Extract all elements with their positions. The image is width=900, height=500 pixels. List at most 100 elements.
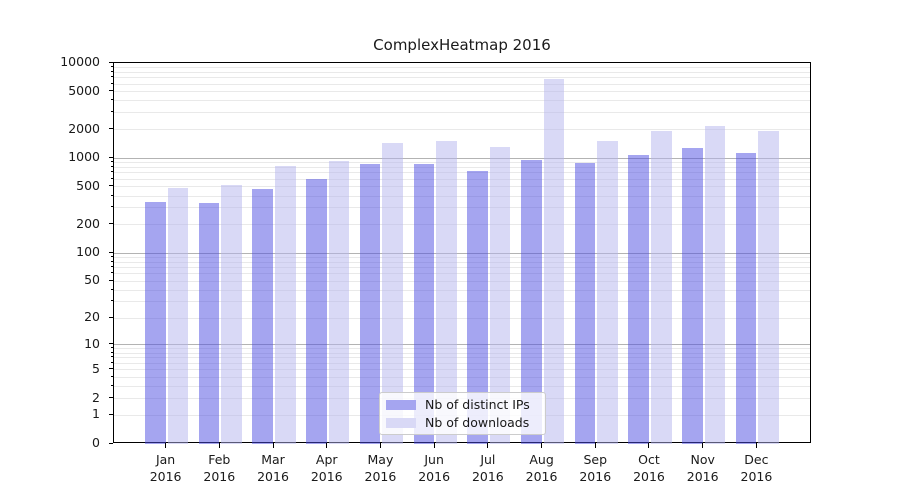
x-tick-label-jul: Jul 2016 xyxy=(471,452,504,484)
y-minor-tick-mark-8 xyxy=(111,351,113,353)
gridline-minor-8 xyxy=(114,352,810,354)
y-tick-mark-5 xyxy=(109,368,113,370)
gridline-minor-600 xyxy=(114,178,810,180)
gridline-minor-4 xyxy=(114,376,810,378)
y-minor-tick-mark-9 xyxy=(111,347,113,349)
y-tick-mark-2000 xyxy=(109,128,113,130)
x-tick-label-jan: Jan 2016 xyxy=(149,452,182,484)
y-tick-label-2: 2 xyxy=(92,389,100,405)
x-tick-mark-dec xyxy=(755,443,757,448)
bar-distinct-ips-jun xyxy=(413,164,435,444)
y-minor-tick-mark-30 xyxy=(111,300,113,302)
bar-distinct-ips-mar xyxy=(252,188,273,444)
x-tick-label-mar: Mar 2016 xyxy=(257,452,289,484)
y-tick-mark-500 xyxy=(109,185,113,187)
y-tick-label-50: 50 xyxy=(84,272,100,288)
x-tick-mark-jan xyxy=(165,443,167,448)
chart-title: ComplexHeatmap 2016 xyxy=(373,36,551,54)
y-tick-label-200: 200 xyxy=(76,215,100,231)
y-tick-label-10: 10 xyxy=(84,335,100,351)
x-tick-mark-aug xyxy=(541,443,543,448)
y-minor-tick-mark-700 xyxy=(111,171,113,173)
gridline-minor-5 xyxy=(114,369,810,371)
bar-downloads-oct xyxy=(650,130,672,444)
y-minor-tick-mark-90 xyxy=(111,255,113,257)
y-minor-tick-mark-400 xyxy=(111,194,113,196)
gridline-minor-5000 xyxy=(114,91,810,93)
y-minor-tick-mark-600 xyxy=(111,177,113,179)
y-tick-label-500: 500 xyxy=(76,177,100,193)
bar-distinct-ips-sep xyxy=(574,163,596,444)
bar-distinct-ips-aug xyxy=(520,160,542,444)
y-minor-tick-mark-3 xyxy=(111,385,113,387)
bar-downloads-may xyxy=(382,142,404,444)
y-tick-mark-2 xyxy=(109,397,113,399)
bar-distinct-ips-nov xyxy=(682,148,703,444)
y-tick-mark-0 xyxy=(109,442,113,444)
y-tick-mark-50 xyxy=(109,279,113,281)
gridline-minor-9000 xyxy=(114,66,810,68)
y-minor-tick-mark-6 xyxy=(111,362,113,363)
x-tick-label-may: May 2016 xyxy=(364,452,397,484)
gridline-minor-20 xyxy=(114,317,810,319)
y-minor-tick-mark-6000 xyxy=(111,82,113,84)
y-minor-tick-mark-80 xyxy=(111,260,113,262)
bar-downloads-jun xyxy=(436,141,457,444)
legend-entry-distinct-ips: Nb of distinct IPs xyxy=(386,397,539,412)
y-tick-label-10000: 10000 xyxy=(60,54,100,69)
x-tick-mark-may xyxy=(379,443,381,448)
y-tick-mark-1000 xyxy=(109,156,113,158)
bar-downloads-jan xyxy=(167,188,189,444)
x-tick-mark-feb xyxy=(218,443,220,448)
y-minor-tick-mark-300 xyxy=(111,206,113,208)
bar-downloads-aug xyxy=(543,78,565,444)
bar-downloads-jul xyxy=(489,147,511,444)
legend-swatch-distinct-ips xyxy=(386,399,416,410)
gridline-minor-40 xyxy=(114,289,810,291)
gridline-minor-9 xyxy=(114,348,810,350)
legend-label-distinct-ips: Nb of distinct IPs xyxy=(425,397,530,412)
gridline-minor-8000 xyxy=(114,71,810,73)
y-minor-tick-mark-4 xyxy=(111,375,113,377)
y-minor-tick-mark-7000 xyxy=(111,76,113,78)
y-minor-tick-mark-900 xyxy=(111,161,113,163)
bar-distinct-ips-feb xyxy=(198,203,220,444)
y-tick-label-20: 20 xyxy=(84,309,100,325)
x-tick-label-aug: Aug 2016 xyxy=(525,452,558,484)
bar-distinct-ips-jan xyxy=(145,202,166,444)
gridline-minor-80 xyxy=(114,261,810,263)
gridline-minor-3 xyxy=(114,386,810,388)
y-minor-tick-mark-800 xyxy=(111,165,113,167)
y-tick-label-2000: 2000 xyxy=(68,120,100,136)
y-tick-label-5: 5 xyxy=(92,360,100,376)
gridline-minor-3000 xyxy=(114,112,810,114)
bar-downloads-nov xyxy=(704,125,726,444)
bar-downloads-dec xyxy=(758,130,779,444)
y-minor-tick-mark-40 xyxy=(111,288,113,290)
gridline-major-1000 xyxy=(114,157,810,159)
y-tick-label-1: 1 xyxy=(92,406,100,422)
gridline-minor-6000 xyxy=(114,83,810,85)
y-tick-label-5000: 5000 xyxy=(68,82,100,98)
gridline-minor-6 xyxy=(114,363,810,364)
x-tick-label-nov: Nov 2016 xyxy=(686,452,719,484)
x-tick-mark-nov xyxy=(702,443,704,448)
y-minor-tick-mark-7 xyxy=(111,356,113,358)
x-tick-mark-oct xyxy=(648,443,650,448)
bar-distinct-ips-dec xyxy=(735,152,757,444)
legend-label-downloads: Nb of downloads xyxy=(425,415,530,430)
legend: Nb of distinct IPs Nb of downloads xyxy=(379,392,546,435)
y-tick-mark-100 xyxy=(109,251,113,253)
y-tick-label-0: 0 xyxy=(92,435,100,450)
y-tick-mark-10 xyxy=(109,343,113,345)
x-tick-mark-sep xyxy=(594,443,596,448)
y-tick-mark-200 xyxy=(109,223,113,225)
gridline-minor-400 xyxy=(114,195,810,197)
x-tick-label-sep: Sep 2016 xyxy=(579,452,612,484)
gridline-minor-50 xyxy=(114,280,810,282)
gridline-minor-60 xyxy=(114,273,810,275)
legend-entry-downloads: Nb of downloads xyxy=(386,415,539,430)
gridline-minor-200 xyxy=(114,224,810,226)
gridline-minor-30 xyxy=(114,301,810,303)
